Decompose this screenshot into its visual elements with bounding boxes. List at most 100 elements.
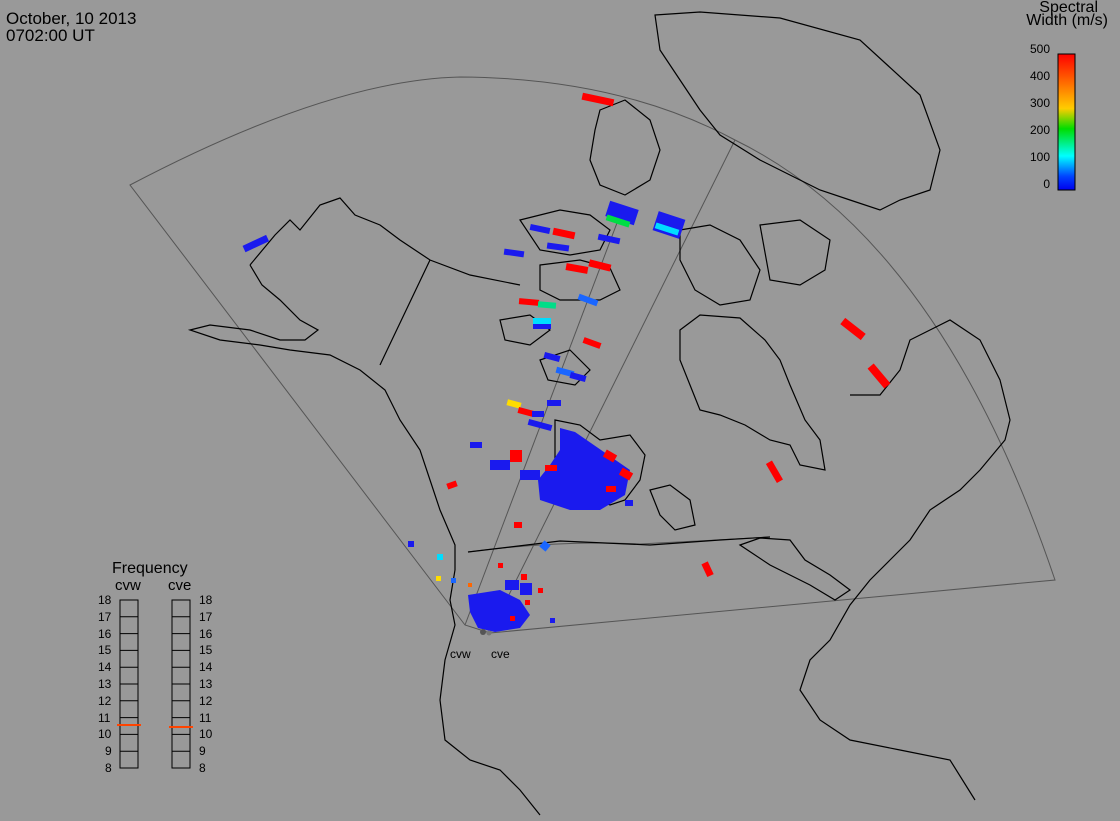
- echo-cell: [436, 576, 441, 581]
- colorbar-tick: 100: [1029, 150, 1050, 164]
- radar-label-east: cve: [491, 647, 510, 661]
- frequency-level-left: 16: [98, 626, 112, 641]
- echo-cell: [552, 227, 576, 240]
- colorbar-title-line1: Spectral: [1039, 0, 1098, 16]
- frequency-level-left: 10: [98, 727, 112, 742]
- echo-cell: [538, 588, 543, 593]
- echo-cell: [514, 522, 522, 528]
- colorbar-title-line2: Width (m/s): [1026, 12, 1108, 29]
- echo-cell: [625, 500, 633, 506]
- echo-cell: [588, 259, 612, 272]
- echo-cell: [840, 317, 866, 341]
- echo-cell: [446, 480, 458, 490]
- colorbar-tick: 0: [1043, 177, 1050, 191]
- echo-cell: [537, 301, 557, 309]
- echo-cell: [503, 248, 525, 258]
- colorbar: [1057, 53, 1076, 191]
- echo-cell: [569, 372, 587, 382]
- echo-cell: [527, 418, 553, 432]
- echo-cell: [547, 400, 561, 406]
- frequency-level-right: 9: [199, 744, 206, 759]
- echo-cell: [510, 450, 522, 462]
- radar-echoes: [242, 92, 891, 632]
- echo-cell: [518, 298, 540, 306]
- echo-cell: [468, 590, 530, 632]
- echo-cell: [701, 561, 714, 578]
- frequency-level-right: 10: [199, 727, 213, 742]
- frequency-level-left: 17: [98, 609, 112, 624]
- frequency-level-right: 8: [199, 761, 206, 775]
- frequency-level-left: 15: [98, 643, 112, 658]
- echo-cell: [618, 467, 634, 481]
- echo-cell: [521, 574, 527, 580]
- echo-cell: [520, 470, 540, 480]
- frequency-level-left: 18: [98, 593, 112, 607]
- echo-cell: [654, 222, 680, 236]
- echo-cell: [605, 200, 639, 226]
- echo-cell: [577, 293, 599, 307]
- echo-cell: [437, 554, 443, 560]
- radar-site-marker: [486, 630, 492, 636]
- echo-cell: [242, 234, 270, 253]
- echo-cell: [408, 541, 414, 547]
- echo-cell: [510, 616, 515, 621]
- radar-label-west: cvw: [450, 647, 471, 661]
- echo-cell: [532, 411, 544, 417]
- echo-cell: [582, 337, 602, 349]
- map-time: 0702:00 UT: [6, 26, 95, 45]
- frequency-level-left: 9: [105, 744, 112, 759]
- echo-cell: [765, 460, 783, 484]
- echo-cell: [468, 583, 472, 587]
- echo-cell: [451, 578, 456, 583]
- frequency-level-right: 15: [199, 643, 213, 658]
- frequency-level-right: 18: [199, 593, 213, 607]
- frequency-level-left: 12: [98, 693, 112, 708]
- echo-cell: [555, 366, 575, 378]
- echo-cell: [525, 600, 530, 605]
- echo-cell: [605, 214, 631, 228]
- frequency-level-right: 11: [199, 710, 212, 725]
- echo-cell: [470, 442, 482, 448]
- frequency-radar-right: cve: [168, 577, 192, 594]
- echo-cell: [606, 486, 616, 492]
- frequency-level-right: 12: [199, 693, 213, 708]
- frequency-level-left: 11: [98, 710, 111, 725]
- echo-cell: [505, 580, 519, 590]
- colorbar-tick: 300: [1029, 96, 1050, 110]
- echo-cell: [597, 233, 621, 245]
- radar-site-marker: [480, 629, 486, 635]
- echo-cell: [498, 563, 503, 568]
- echo-cell: [506, 399, 522, 409]
- echo-cell: [565, 263, 589, 274]
- echo-cell: [539, 540, 551, 552]
- echo-cell: [529, 223, 551, 235]
- frequency-radar-left: cvw: [115, 577, 141, 594]
- frequency-level-right: 16: [199, 626, 213, 641]
- frequency-level-right: 14: [199, 660, 213, 675]
- echo-cell: [533, 318, 551, 324]
- echo-cell: [602, 449, 618, 463]
- frequency-level-left: 13: [98, 677, 112, 691]
- colorbar-tick: 500: [1029, 42, 1050, 56]
- echo-cell: [520, 583, 532, 595]
- echo-cell: [533, 324, 551, 329]
- echo-cell: [517, 407, 535, 417]
- echo-cell: [490, 460, 510, 470]
- frequency-title: Frequency: [112, 560, 188, 577]
- colorbar-tick: 200: [1029, 123, 1050, 137]
- frequency-level-right: 13: [199, 677, 213, 691]
- frequency-level-left: 14: [98, 660, 112, 675]
- frequency-level-left: 8: [105, 761, 112, 775]
- echo-cell: [867, 363, 891, 389]
- field-of-view-outline: [129, 76, 1056, 634]
- frequency-level-right: 17: [199, 609, 213, 624]
- echo-cell: [545, 465, 557, 471]
- echo-cell: [550, 618, 555, 623]
- frequency-panel: [119, 599, 191, 769]
- colorbar-tick: 400: [1029, 69, 1050, 83]
- map-date: October, 10 2013: [6, 9, 137, 28]
- echo-cell: [546, 242, 570, 252]
- echo-cell: [581, 92, 615, 107]
- echo-cell: [543, 352, 561, 362]
